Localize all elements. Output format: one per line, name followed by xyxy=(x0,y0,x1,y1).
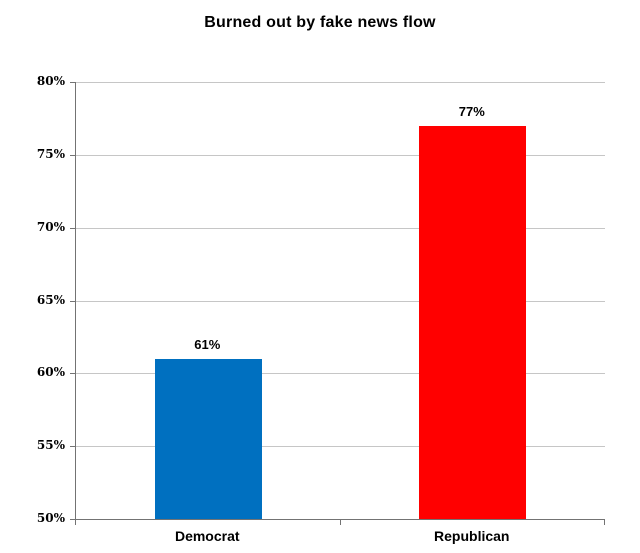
y-axis-tickmark xyxy=(70,373,75,375)
plot-area xyxy=(75,82,605,520)
y-axis-tickmark xyxy=(70,446,75,448)
gridline xyxy=(76,227,605,229)
value-label-republican: 77% xyxy=(458,103,485,119)
gridline xyxy=(76,300,605,302)
y-axis-tick-label: 55% xyxy=(36,438,65,453)
y-axis-tick-label: 75% xyxy=(36,146,65,161)
y-axis-tick-label: 80% xyxy=(36,74,65,88)
bar-democrat xyxy=(154,358,262,519)
y-axis-tick-label: 60% xyxy=(36,365,65,380)
category-label-democrat: Democrat xyxy=(174,528,240,544)
y-axis-tickmark xyxy=(70,82,75,83)
bar-republican xyxy=(419,125,527,519)
category-label-republican: Republican xyxy=(434,528,510,544)
x-axis-tickmark xyxy=(339,520,341,525)
y-axis-tick-label: 65% xyxy=(36,292,65,307)
y-axis-tickmark xyxy=(70,227,75,229)
gridline xyxy=(76,446,605,448)
y-axis-tickmark xyxy=(70,154,75,156)
x-axis-tickmark xyxy=(604,520,605,525)
x-axis-tickmark xyxy=(75,520,76,525)
y-axis-tick-label: 50% xyxy=(36,511,65,525)
y-axis-tickmark xyxy=(70,519,75,520)
chart-title: Burned out by fake news flow xyxy=(204,14,436,31)
gridline xyxy=(76,373,605,375)
y-axis-tick-label: 70% xyxy=(36,219,65,234)
gridline xyxy=(76,154,605,156)
value-label-democrat: 61% xyxy=(194,336,221,352)
y-axis-tickmark xyxy=(70,300,75,302)
gridline xyxy=(76,82,605,83)
